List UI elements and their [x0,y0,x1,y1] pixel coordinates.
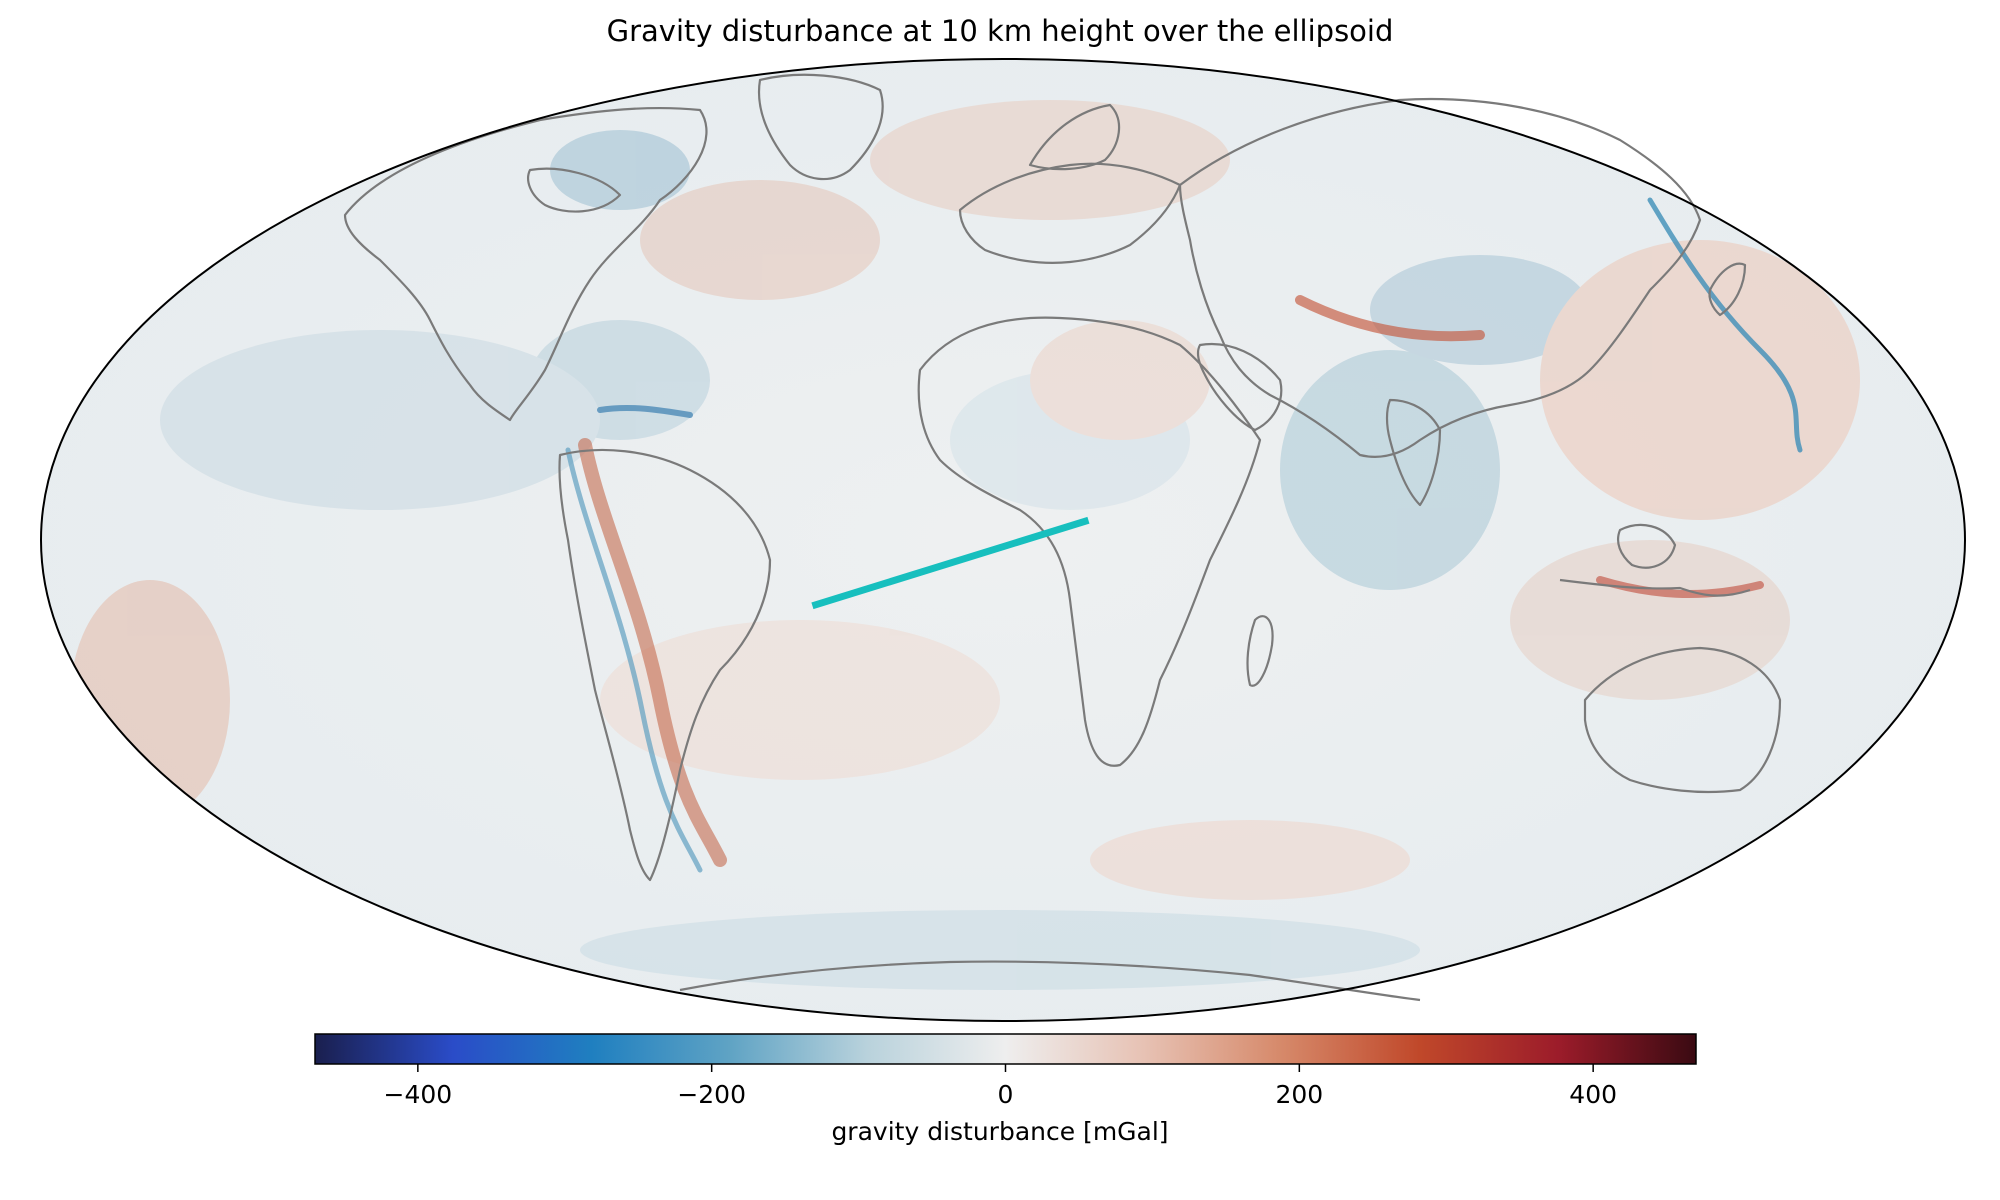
coastline-arabia [1196,342,1283,432]
coastline-madagascar [1246,615,1274,687]
colorbar-tick-label: 200 [1275,1080,1324,1109]
coastline-japan [1708,262,1747,317]
indonesia-anomaly [1596,576,1764,599]
colorbar-tick-label: −200 [677,1080,746,1109]
himalaya-anomaly [1295,295,1485,342]
globe-outline [40,58,1966,1022]
caribbean-anomaly [597,404,693,418]
colorbar-tick-label: 0 [997,1080,1014,1109]
map-globe [41,59,1965,1021]
gravity-anomaly-field [70,100,1860,990]
colorbar-ticks [417,1064,1594,1072]
coastline-scandinavia [1028,103,1121,171]
coastline-north-america [343,106,708,422]
coastline-south-america [558,448,772,882]
coastline-antarctica [679,960,1421,1002]
coastline-australia [1583,646,1782,794]
coastline-borneo [1616,523,1677,569]
andes-anomaly [578,438,727,867]
profile-line [811,516,1090,610]
colorbar-label: gravity disturbance [mGal] [831,1117,1169,1146]
map-title: Gravity disturbance at 10 km height over… [606,14,1394,48]
colorbar-tick-label: 400 [1569,1080,1618,1109]
tectonic-anomaly-bands [565,197,1803,873]
colorbar-tick-label: −400 [383,1080,453,1109]
coastline-africa [917,316,1262,767]
japan-trench-anomaly [1647,197,1803,453]
andes-trench-anomaly [565,447,703,873]
coastline-europe [958,162,1182,264]
coastline-greenland [757,73,884,181]
coastline-asia [1178,97,1702,458]
coastline-india [1385,398,1442,507]
coastline-indonesia [1559,578,1751,597]
coastline-hudson-bay [527,167,622,213]
coastlines [343,73,1782,1002]
colorbar [314,1033,1697,1065]
